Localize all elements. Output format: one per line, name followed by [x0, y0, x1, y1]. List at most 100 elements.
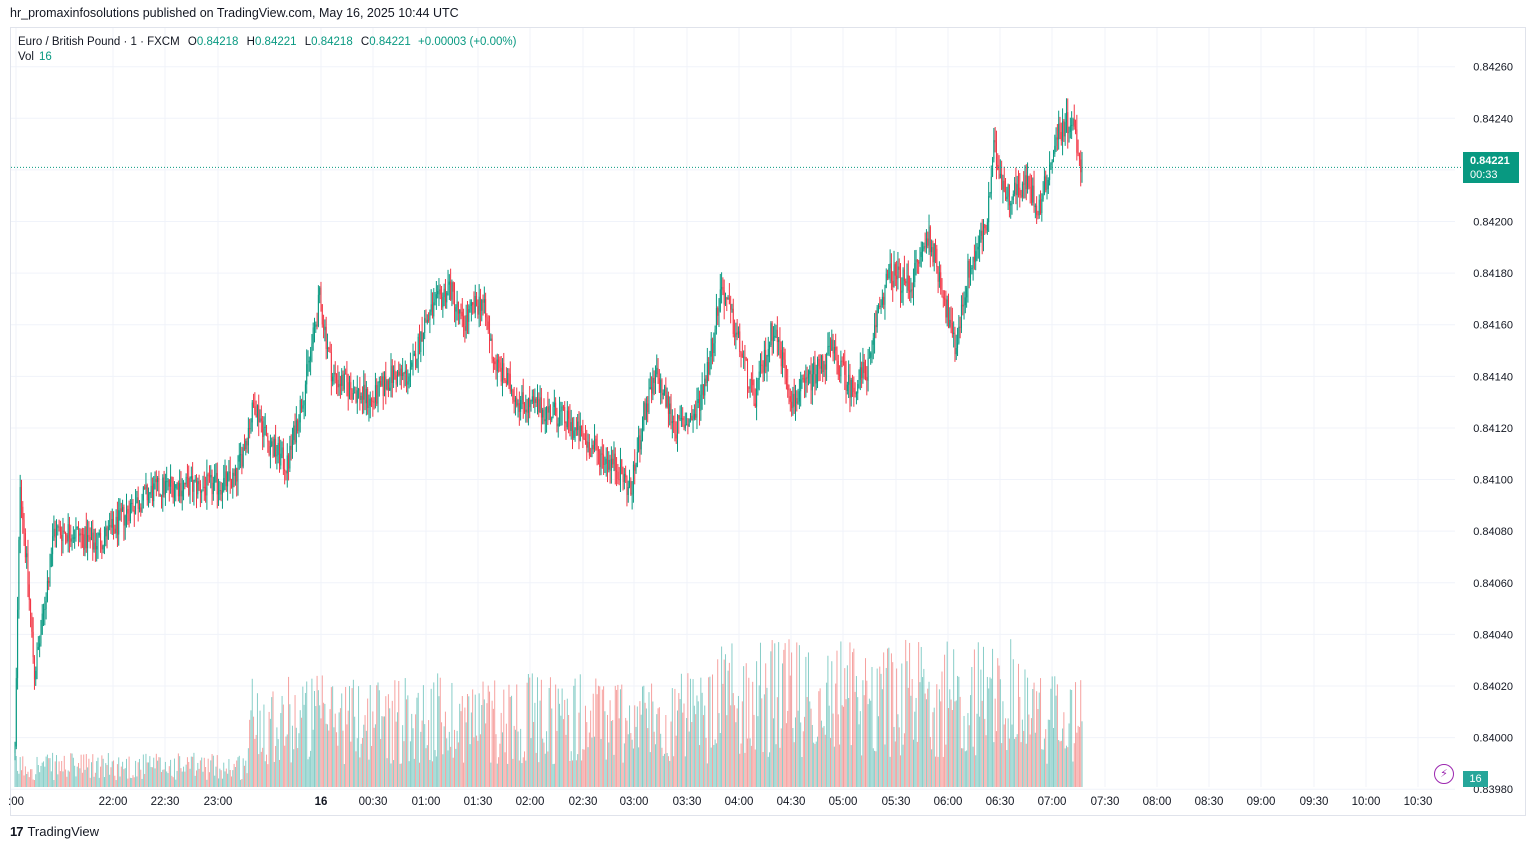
volume-bar [416, 697, 418, 787]
candle-body [74, 537, 76, 539]
candle-body [785, 378, 787, 385]
candle-body [271, 441, 273, 447]
volume-bar [479, 734, 481, 787]
candle-body [735, 332, 737, 338]
volume-bar [1063, 712, 1065, 787]
candle-body [84, 526, 86, 550]
candle-body [1036, 205, 1038, 215]
candle-body [805, 377, 807, 383]
candle-body [695, 413, 697, 418]
volume-bar [138, 758, 140, 787]
candle-body [806, 377, 808, 379]
volume-bar [192, 756, 194, 787]
volume-bar [161, 771, 163, 787]
candle-body [631, 493, 633, 495]
candle-body [312, 327, 314, 344]
volume-bar [787, 710, 789, 787]
candle-body [295, 420, 297, 443]
volume-bar [739, 753, 741, 787]
candle-body [680, 418, 682, 420]
candle-body [1055, 137, 1057, 146]
volume-bar [101, 755, 103, 787]
volume-bar [236, 760, 238, 787]
legend-symbol[interactable]: Euro / British Pound · 1 · FXCM [18, 36, 180, 48]
candle-body [929, 226, 931, 253]
candle-body [90, 532, 92, 540]
volume-bar [196, 770, 198, 787]
candle-body [520, 400, 522, 412]
volume-bar [544, 753, 546, 787]
volume-bar [346, 724, 348, 787]
candle-body [573, 430, 575, 438]
candle-body [599, 450, 601, 468]
x-tick-label: 03:00 [620, 796, 649, 808]
volume-bar [330, 687, 332, 787]
volume-bar [775, 744, 777, 787]
candle-body [424, 318, 426, 333]
candle-body [438, 289, 440, 291]
candle-body [167, 479, 169, 482]
lightning-icon[interactable]: ⚡ [1434, 764, 1454, 784]
volume-bar [990, 678, 992, 787]
candle-body [881, 296, 883, 305]
candle-body [546, 406, 548, 420]
candle-body [343, 373, 345, 390]
volume-bar [1077, 725, 1079, 787]
candle-body [59, 526, 61, 535]
volume-bar [102, 758, 104, 787]
volume-bar [561, 688, 563, 787]
volume-bar [312, 729, 314, 787]
footer-brand[interactable]: 17 TradingView [10, 824, 99, 839]
volume-bar [613, 754, 615, 787]
candle-body [288, 455, 290, 469]
volume-bar [495, 734, 497, 787]
candle-body [604, 463, 606, 465]
volume-bar [501, 732, 503, 787]
volume-bar [527, 673, 529, 787]
volume-bar [1058, 740, 1060, 787]
candle-body [80, 533, 82, 535]
volume-label[interactable]: Vol [18, 51, 34, 63]
volume-bar [210, 760, 212, 787]
candle-body [574, 427, 576, 431]
candle-body [583, 438, 585, 440]
volume-bar [289, 704, 291, 787]
volume-bar [689, 678, 691, 787]
volume-bar [128, 756, 130, 787]
candle-body [945, 298, 947, 318]
volume-bar [1043, 738, 1045, 787]
volume-bar [525, 760, 527, 787]
candle-body [1075, 126, 1077, 130]
candle-body [1071, 124, 1073, 126]
volume-bar [194, 775, 196, 787]
candle-body [504, 379, 506, 381]
candle-body [513, 399, 515, 402]
candle-body [297, 420, 299, 431]
volume-bar [365, 730, 367, 787]
volume-bar [293, 749, 295, 787]
volume-bar [763, 694, 765, 787]
volume-bar [149, 756, 151, 787]
candle-body [820, 355, 822, 369]
volume-bar [688, 731, 690, 787]
candle-body [960, 304, 962, 328]
volume-bar [994, 698, 996, 787]
volume-bar [671, 688, 673, 787]
volume-bar [610, 721, 612, 787]
volume-bar [666, 753, 668, 787]
volume-bar [167, 773, 169, 787]
volume-bar [1073, 743, 1075, 787]
x-tick-label: 09:30 [1300, 796, 1329, 808]
candle-body [592, 445, 594, 450]
candle-body [492, 358, 494, 362]
candle-body [815, 374, 817, 384]
candle-body [125, 508, 127, 516]
candle-body [262, 421, 264, 438]
candle-body [185, 476, 187, 485]
volume-bar [661, 747, 663, 787]
candle-body [481, 299, 483, 311]
volume-bar [562, 719, 564, 787]
volume-bar [953, 649, 955, 787]
volume-bar [549, 677, 551, 787]
